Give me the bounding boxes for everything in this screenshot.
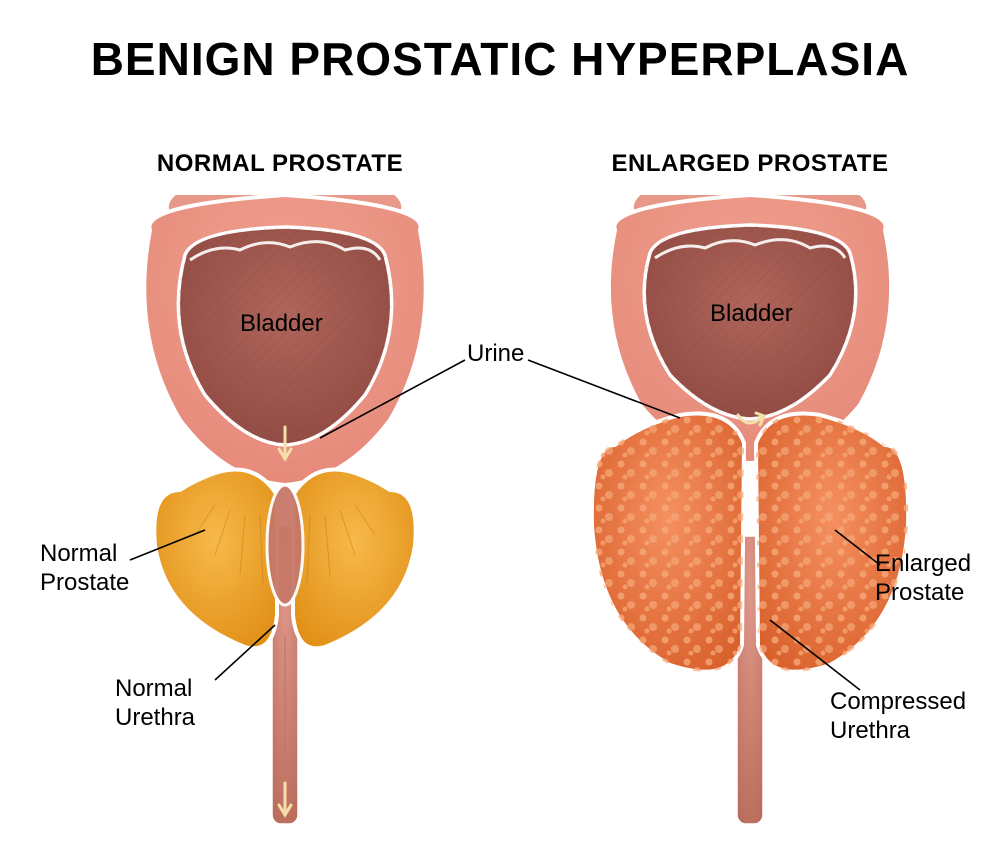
urethra-mid (267, 485, 303, 605)
bladder-label-right: Bladder (710, 300, 793, 329)
prostate-right-lobe (293, 469, 416, 648)
bladder-label-left: Bladder (240, 310, 323, 339)
compressed-urethra-label: Compressed Urethra (830, 688, 966, 746)
right-subtitle: ENLARGED PROSTATE (580, 150, 920, 178)
enlarged-prostate-label: Enlarged Prostate (875, 550, 971, 608)
prostate-left-lobe (154, 469, 277, 648)
left-subtitle: NORMAL PROSTATE (130, 150, 430, 178)
normal-prostate-svg (95, 195, 475, 835)
main-title: BENIGN PROSTATIC HYPERPLASIA (0, 32, 1000, 86)
normal-prostate-panel (95, 195, 475, 835)
urine-label: Urine (467, 340, 524, 369)
normal-prostate-label: Normal Prostate (40, 540, 129, 598)
normal-urethra-label: Normal Urethra (115, 675, 195, 733)
